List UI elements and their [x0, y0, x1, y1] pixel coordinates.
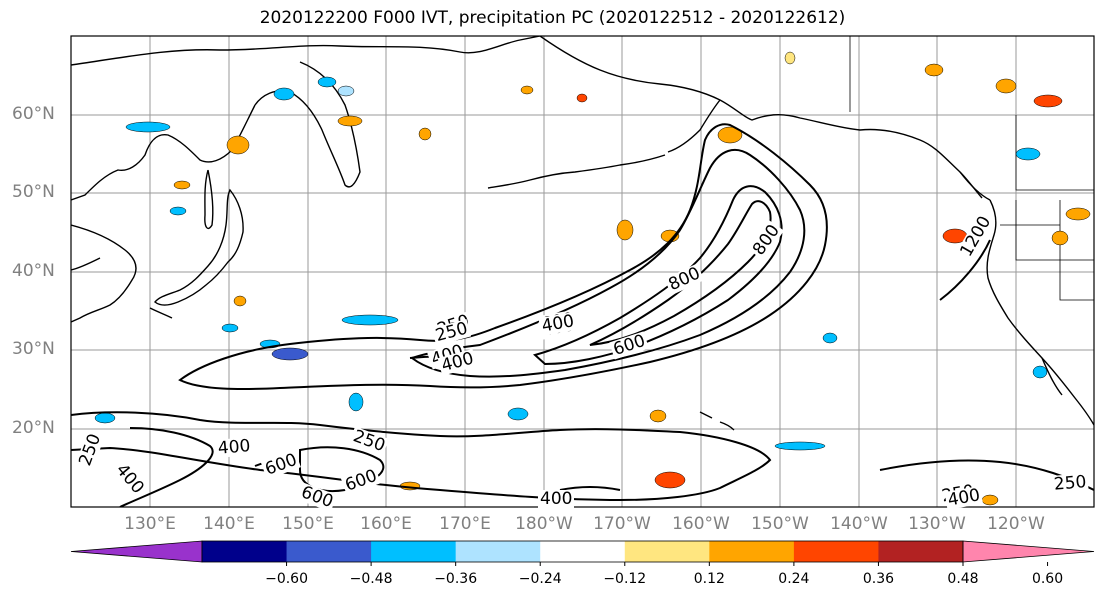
lon-label: 120°W — [987, 514, 1045, 534]
lon-label: 170°E — [439, 514, 491, 534]
colorbar-tick-label: 0.48 — [947, 571, 979, 587]
colorbar-segment — [371, 541, 457, 562]
coastlines — [71, 36, 1094, 431]
colorbar-tick-label: 0.24 — [778, 571, 810, 587]
lat-label: 20°N — [12, 418, 55, 438]
colorbar-border — [201, 540, 964, 563]
colorbar-extend-max — [962, 540, 1095, 563]
graticule — [71, 36, 1094, 507]
colorbar-segment — [793, 541, 879, 562]
contour-label: 250 — [1051, 472, 1090, 495]
colorbar-tick-label: −0.60 — [265, 571, 308, 587]
colorbar-segment — [624, 541, 710, 562]
lat-label: 60°N — [12, 104, 55, 124]
colorbar-segment — [202, 541, 288, 562]
lat-label: 50°N — [12, 182, 55, 202]
colorbar-tick-label: 0.36 — [862, 571, 895, 587]
lat-label: 40°N — [12, 261, 55, 281]
lon-label: 180°W — [515, 514, 573, 534]
colorbar-segment — [709, 541, 795, 562]
contour-label: 400 — [538, 489, 575, 509]
colorbar-segment — [455, 541, 541, 562]
colorbar-tick-label: −0.36 — [434, 571, 478, 587]
lon-label: 150°E — [282, 514, 334, 534]
colorbar-segment — [878, 541, 964, 562]
lon-label: 130°E — [124, 514, 176, 534]
map-title: 2020122200 F000 IVT, precipitation PC (2… — [259, 8, 846, 28]
colorbar-tick-label: −0.48 — [349, 571, 393, 587]
lon-label: 150°W — [751, 514, 809, 534]
contour-label: 400 — [215, 436, 254, 459]
lat-label: 30°N — [12, 339, 55, 359]
lon-label: 160°E — [360, 514, 412, 534]
lon-label: 130°W — [908, 514, 966, 534]
colorbar-tick-label: −0.24 — [518, 571, 562, 587]
colorbar-extend-min — [70, 540, 203, 563]
colorbar-segment — [286, 541, 372, 562]
lon-label: 140°E — [203, 514, 255, 534]
lon-label: 170°W — [593, 514, 651, 534]
colorbar — [70, 540, 1095, 566]
precip-shading — [94, 51, 1091, 506]
lon-label: 160°W — [672, 514, 730, 534]
colorbar-segment — [540, 541, 626, 562]
colorbar-tick-label: 0.60 — [1031, 571, 1064, 587]
colorbar-tick-label: 0.12 — [693, 571, 725, 587]
lon-label: 140°W — [830, 514, 888, 534]
map-border — [70, 35, 1095, 508]
colorbar-tick-label: −0.12 — [603, 571, 647, 587]
